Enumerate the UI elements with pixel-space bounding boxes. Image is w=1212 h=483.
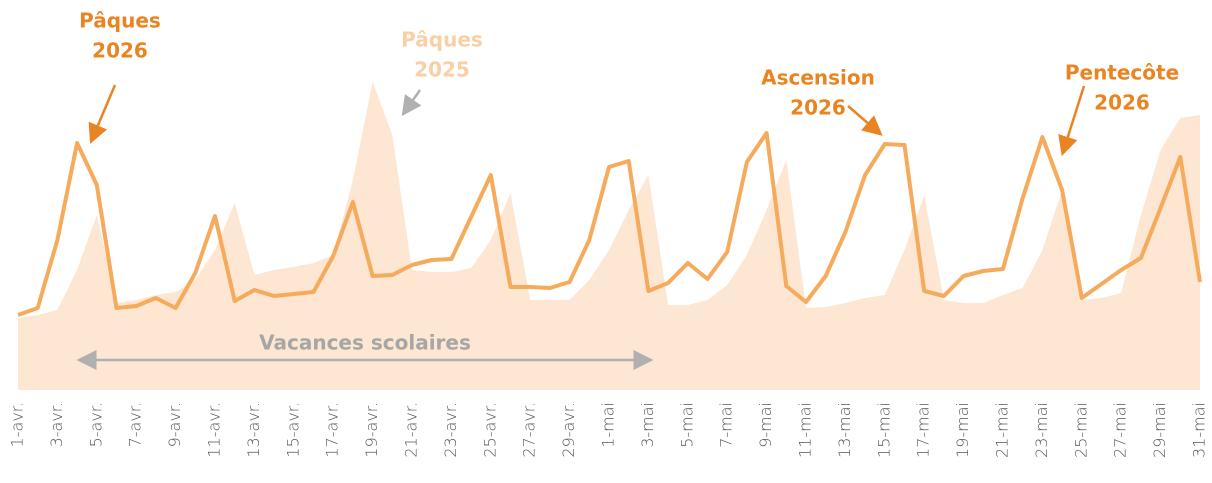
- arrow: [88, 84, 117, 144]
- x-tick-label: 11-mai: [796, 402, 815, 458]
- x-tick-label: 1-mai: [599, 402, 618, 448]
- area: [18, 82, 1200, 390]
- x-tick-label: 5-avr.: [86, 402, 105, 447]
- x-tick-label: 29-mai: [1150, 402, 1169, 458]
- x-tick-label: 5-mai: [677, 402, 696, 448]
- annotation: Pentecôte: [1065, 61, 1179, 85]
- x-tick-label: 13-avr.: [244, 402, 263, 458]
- annotation: 2026: [92, 39, 148, 63]
- x-tick-label: 27-avr.: [520, 402, 539, 458]
- x-tick-label: 23-avr.: [441, 402, 460, 458]
- x-tick-label: 23-mai: [1032, 402, 1051, 458]
- x-tick-label: 21-mai: [993, 402, 1012, 458]
- x-tick-label: 27-mai: [1111, 402, 1130, 458]
- arrow: [847, 105, 883, 136]
- x-tick-label: 3-avr.: [47, 402, 66, 447]
- x-tick-label: 15-mai: [874, 402, 893, 458]
- x-tick-label: 1-avr.: [8, 402, 27, 447]
- arrow: [401, 89, 422, 117]
- annotation: Ascension: [761, 66, 875, 90]
- x-tick-label: 19-avr.: [362, 402, 381, 458]
- annotation: Vacances scolaires: [259, 331, 471, 355]
- x-tick-label: 9-mai: [756, 402, 775, 448]
- annotation: 2026: [1094, 91, 1150, 115]
- x-tick-label: 21-avr.: [402, 402, 421, 458]
- x-tick-label: 15-avr.: [283, 402, 302, 458]
- x-tick-label: 11-avr.: [205, 402, 224, 458]
- x-tick-label: 3-mai: [638, 402, 657, 448]
- x-tick-label: 9-avr.: [165, 402, 184, 447]
- x-tick-label: 29-avr.: [559, 402, 578, 458]
- x-tick-label: 7-mai: [717, 402, 736, 448]
- annotation: Pâques: [401, 28, 483, 52]
- x-tick-label: 25-avr.: [480, 402, 499, 458]
- x-tick-label: 31-mai: [1190, 402, 1209, 458]
- annotation: 2026: [790, 96, 846, 120]
- arrow: [1058, 85, 1086, 157]
- x-tick-label: 13-mai: [835, 402, 854, 458]
- x-tick-label: 17-avr.: [323, 402, 342, 458]
- x-tick-label: 17-mai: [914, 402, 933, 458]
- x-tick-label: 7-avr.: [126, 402, 145, 447]
- annotation: 2025: [414, 58, 470, 82]
- line: [17, 131, 1202, 317]
- annotation: Pâques: [79, 9, 161, 33]
- x-tick-label: 19-mai: [953, 402, 972, 458]
- x-tick-label: 25-mai: [1071, 402, 1090, 458]
